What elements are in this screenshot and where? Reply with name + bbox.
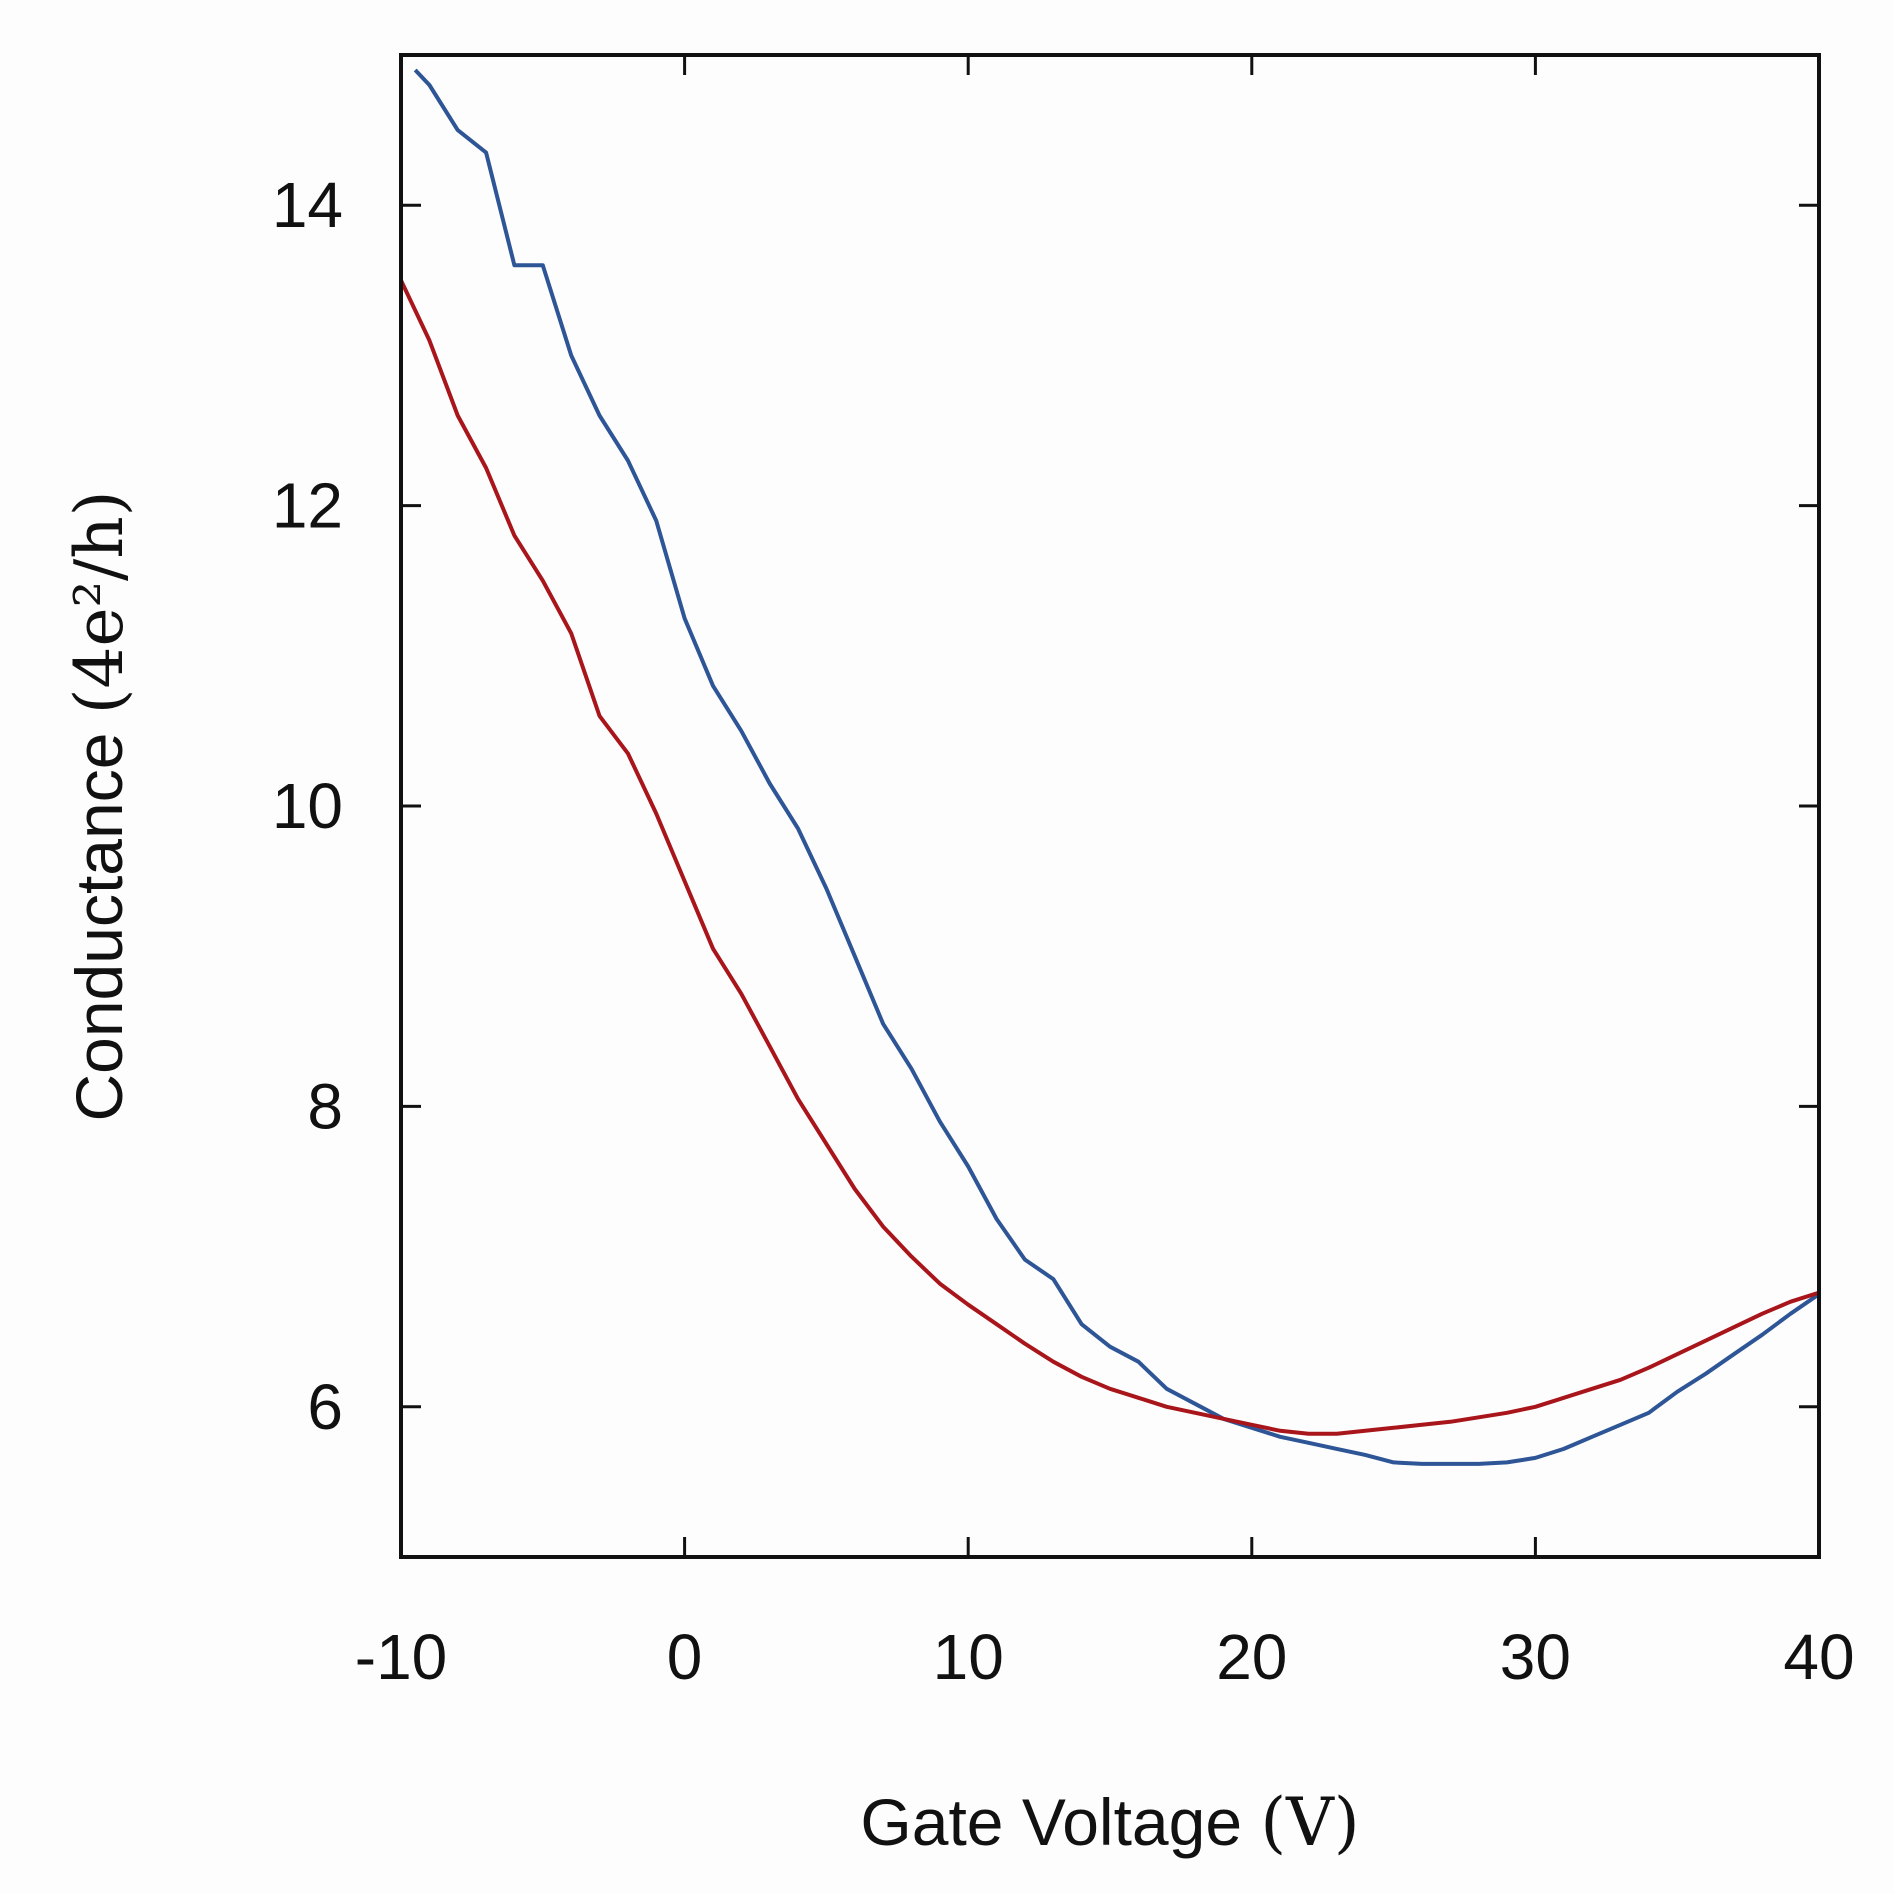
- y-tick-label: 12: [272, 470, 343, 542]
- series-line-1: [413, 68, 1819, 1466]
- y-tick-label: 6: [307, 1371, 343, 1443]
- ticks-layer: [399, 55, 1821, 1557]
- x-axis-title: Gate Voltage (V): [860, 1784, 1359, 1861]
- series-layer: [401, 68, 1819, 1466]
- series-line-2: [401, 279, 1819, 1436]
- labels-layer: -10 0 10 20 30 40 6 8 10 12 14: [272, 169, 1855, 1693]
- x-tick-label: 10: [933, 1621, 1004, 1693]
- x-tick-label: 40: [1783, 1621, 1854, 1693]
- x-tick-label: 30: [1500, 1621, 1571, 1693]
- y-axis-title: Conductance (4e²/h): [61, 490, 138, 1121]
- y-tick-label: 8: [307, 1070, 343, 1142]
- y-tick-label: 14: [272, 169, 343, 241]
- x-tick-label: 20: [1216, 1621, 1287, 1693]
- x-tick-label: -10: [355, 1621, 448, 1693]
- plot-frame: [399, 53, 1821, 1559]
- x-tick-label: 0: [667, 1621, 703, 1693]
- y-tick-label: 10: [272, 770, 343, 842]
